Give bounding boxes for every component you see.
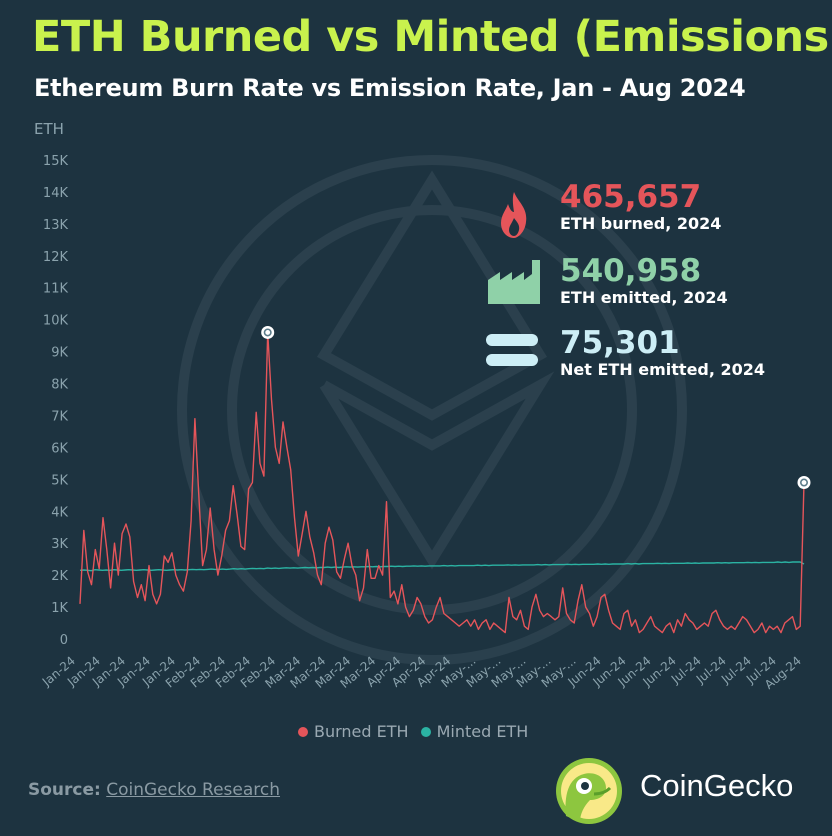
- legend-swatch-burned: [298, 726, 308, 737]
- series-group: [79, 331, 805, 634]
- marker-ring: [799, 478, 808, 487]
- equals-icon: [486, 334, 538, 372]
- source-link[interactable]: CoinGecko Research: [106, 780, 281, 800]
- y-tick-label: 9K: [51, 346, 68, 361]
- y-tick-label: 14K: [43, 186, 69, 201]
- y-tick-label: 2K: [51, 569, 68, 584]
- y-tick-label: 7K: [51, 409, 68, 424]
- source-label: Source:: [28, 780, 101, 800]
- brand-name: CoinGecko: [640, 768, 794, 803]
- highlight-markers: [261, 325, 811, 490]
- factory-icon: [486, 258, 542, 308]
- marker-ring: [263, 328, 272, 337]
- y-tick-label: 10K: [43, 314, 69, 329]
- fire-icon: [498, 190, 530, 244]
- y-tick-label: 1K: [51, 601, 68, 616]
- stat-label: ETH burned, 2024: [560, 214, 722, 233]
- chart-subtitle: Ethereum Burn Rate vs Emission Rate, Jan…: [34, 74, 746, 102]
- coingecko-logo-icon: [554, 756, 624, 830]
- y-tick-label: 3K: [51, 537, 68, 552]
- y-tick-label: 13K: [43, 218, 69, 233]
- y-tick-label: 6K: [51, 441, 68, 456]
- minted-eth-line: [79, 561, 805, 572]
- y-axis: ETH 0 1K 2K 3K 4K 5K 6K 7K 8K 9K 10K 11K 12K 13K 14K 15K: [34, 120, 68, 648]
- ethereum-watermark: [177, 155, 687, 665]
- source-note: Source: CoinGecko Research: [28, 780, 280, 800]
- y-tick-label: 12K: [43, 250, 69, 265]
- legend-label-burned: Burned ETH: [314, 722, 409, 741]
- legend-item-burned[interactable]: Burned ETH: [298, 722, 409, 741]
- y-axis-title: ETH: [34, 120, 64, 138]
- y-tick-label: 15K: [43, 154, 69, 169]
- stat-net-emitted: 75,301 Net ETH emitted, 2024: [560, 326, 765, 380]
- y-tick-label: 0: [60, 633, 68, 648]
- stat-label: Net ETH emitted, 2024: [560, 360, 766, 379]
- latest-marker[interactable]: [797, 476, 811, 490]
- legend-item-minted[interactable]: Minted ETH: [420, 722, 529, 741]
- y-tick-label: 5K: [51, 473, 68, 488]
- y-tick-label: 11K: [43, 282, 69, 297]
- burned-eth-line: [79, 331, 805, 634]
- legend-label-minted: Minted ETH: [436, 722, 529, 741]
- stat-eth-emitted: 540,958 ETH emitted, 2024: [560, 254, 728, 308]
- stat-eth-burned: 465,657 ETH burned, 2024: [560, 180, 721, 234]
- stat-value: 465,657: [560, 179, 702, 215]
- stat-value: 540,958: [560, 253, 702, 289]
- stat-value: 75,301: [560, 325, 680, 361]
- peak-marker[interactable]: [261, 325, 275, 339]
- chart-legend: Burned ETH Minted ETH: [298, 722, 534, 741]
- y-tick-label: 8K: [51, 378, 68, 393]
- x-axis: Jan-24Jan-24Jan-24Jan-24Jan-24Feb-24Feb-…: [39, 654, 804, 692]
- legend-swatch-minted: [420, 726, 431, 737]
- y-tick-label: 4K: [51, 505, 68, 520]
- chart-title: ETH Burned vs Minted (Emissions): [32, 12, 832, 62]
- stat-label: ETH emitted, 2024: [560, 288, 728, 307]
